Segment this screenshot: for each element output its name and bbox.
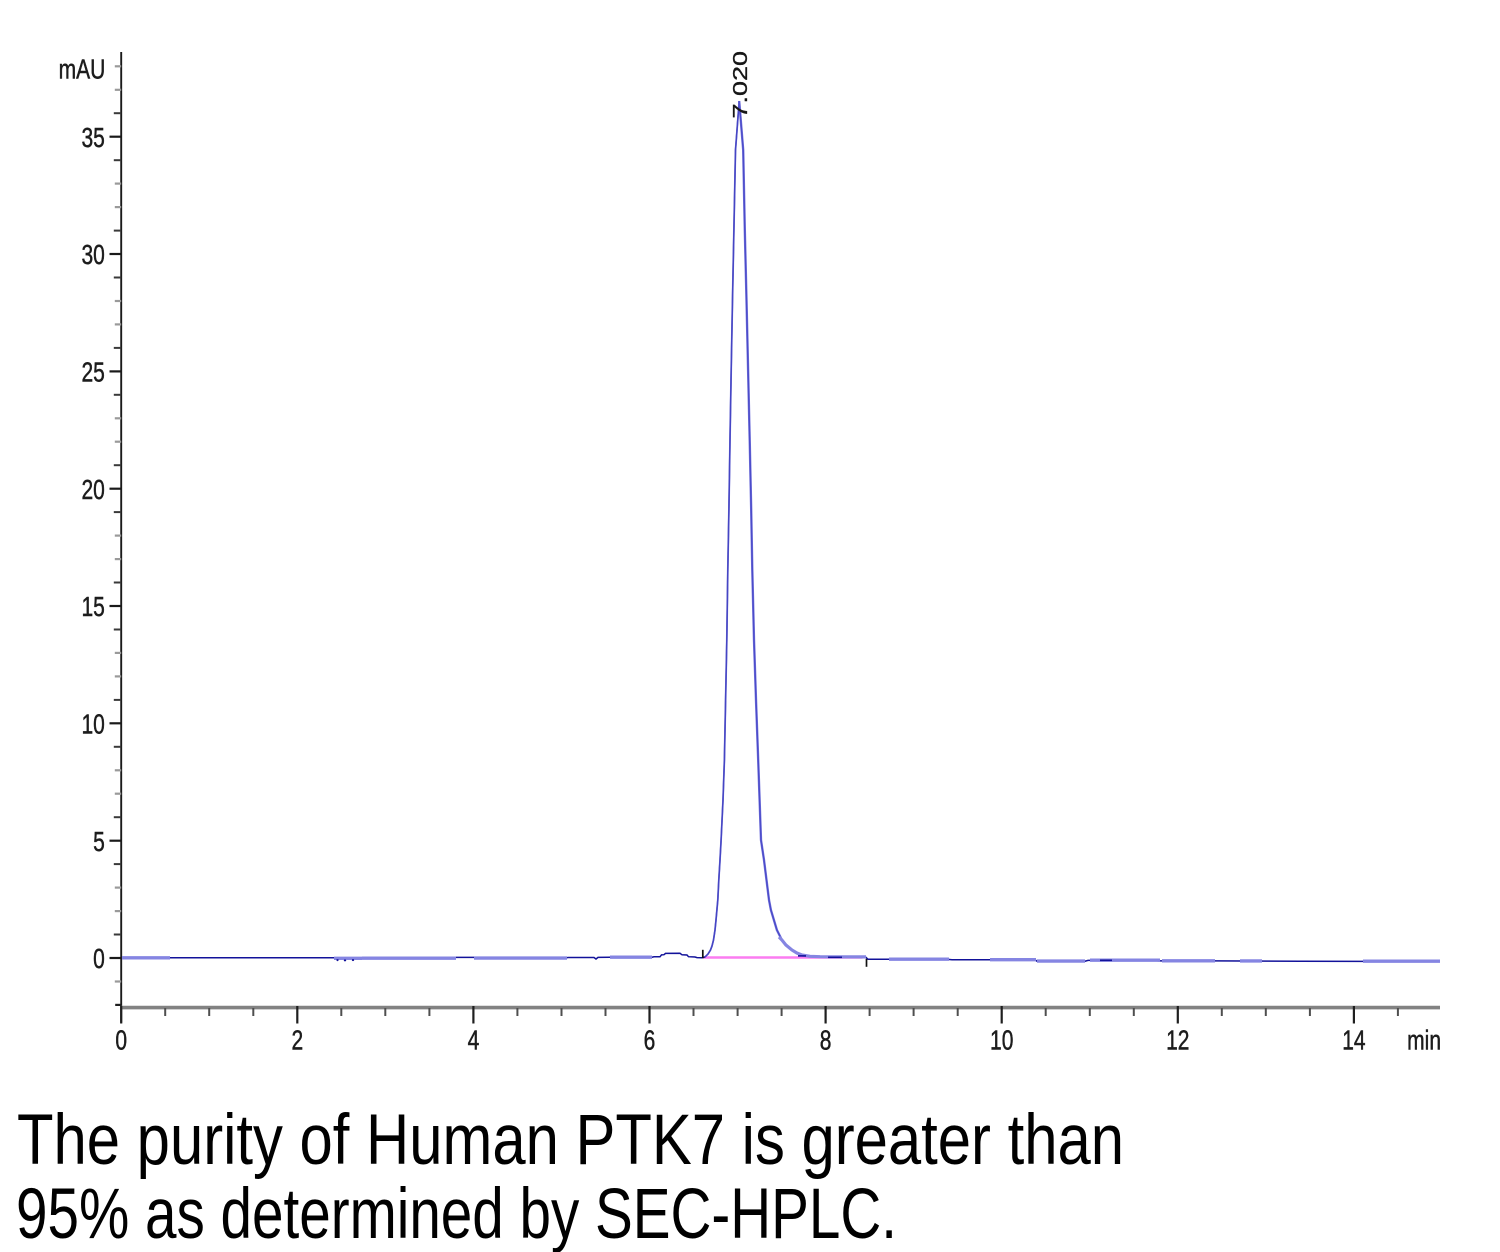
svg-text:6: 6: [644, 1026, 656, 1057]
svg-text:mAU: mAU: [59, 55, 106, 86]
svg-text:0: 0: [93, 944, 105, 975]
svg-text:20: 20: [81, 475, 104, 506]
svg-text:The purity of Human PTK7 is gr: The purity of Human PTK7 is greater than: [17, 1101, 1124, 1180]
svg-text:35: 35: [81, 123, 104, 154]
svg-text:5: 5: [93, 827, 105, 858]
svg-text:10: 10: [990, 1026, 1013, 1057]
svg-text:25: 25: [81, 358, 104, 389]
svg-text:10: 10: [81, 710, 104, 741]
svg-text:7.020: 7.020: [729, 51, 752, 119]
svg-text:min: min: [1407, 1026, 1441, 1057]
svg-text:4: 4: [468, 1026, 480, 1057]
svg-text:8: 8: [820, 1026, 832, 1057]
svg-text:15: 15: [81, 592, 104, 623]
svg-text:14: 14: [1342, 1026, 1366, 1057]
svg-text:95% as determined by SEC-HPLC.: 95% as determined by SEC-HPLC.: [16, 1175, 897, 1252]
svg-text:0: 0: [115, 1026, 127, 1057]
svg-text:12: 12: [1166, 1026, 1189, 1057]
svg-text:30: 30: [81, 240, 104, 271]
svg-text:2: 2: [291, 1026, 303, 1057]
